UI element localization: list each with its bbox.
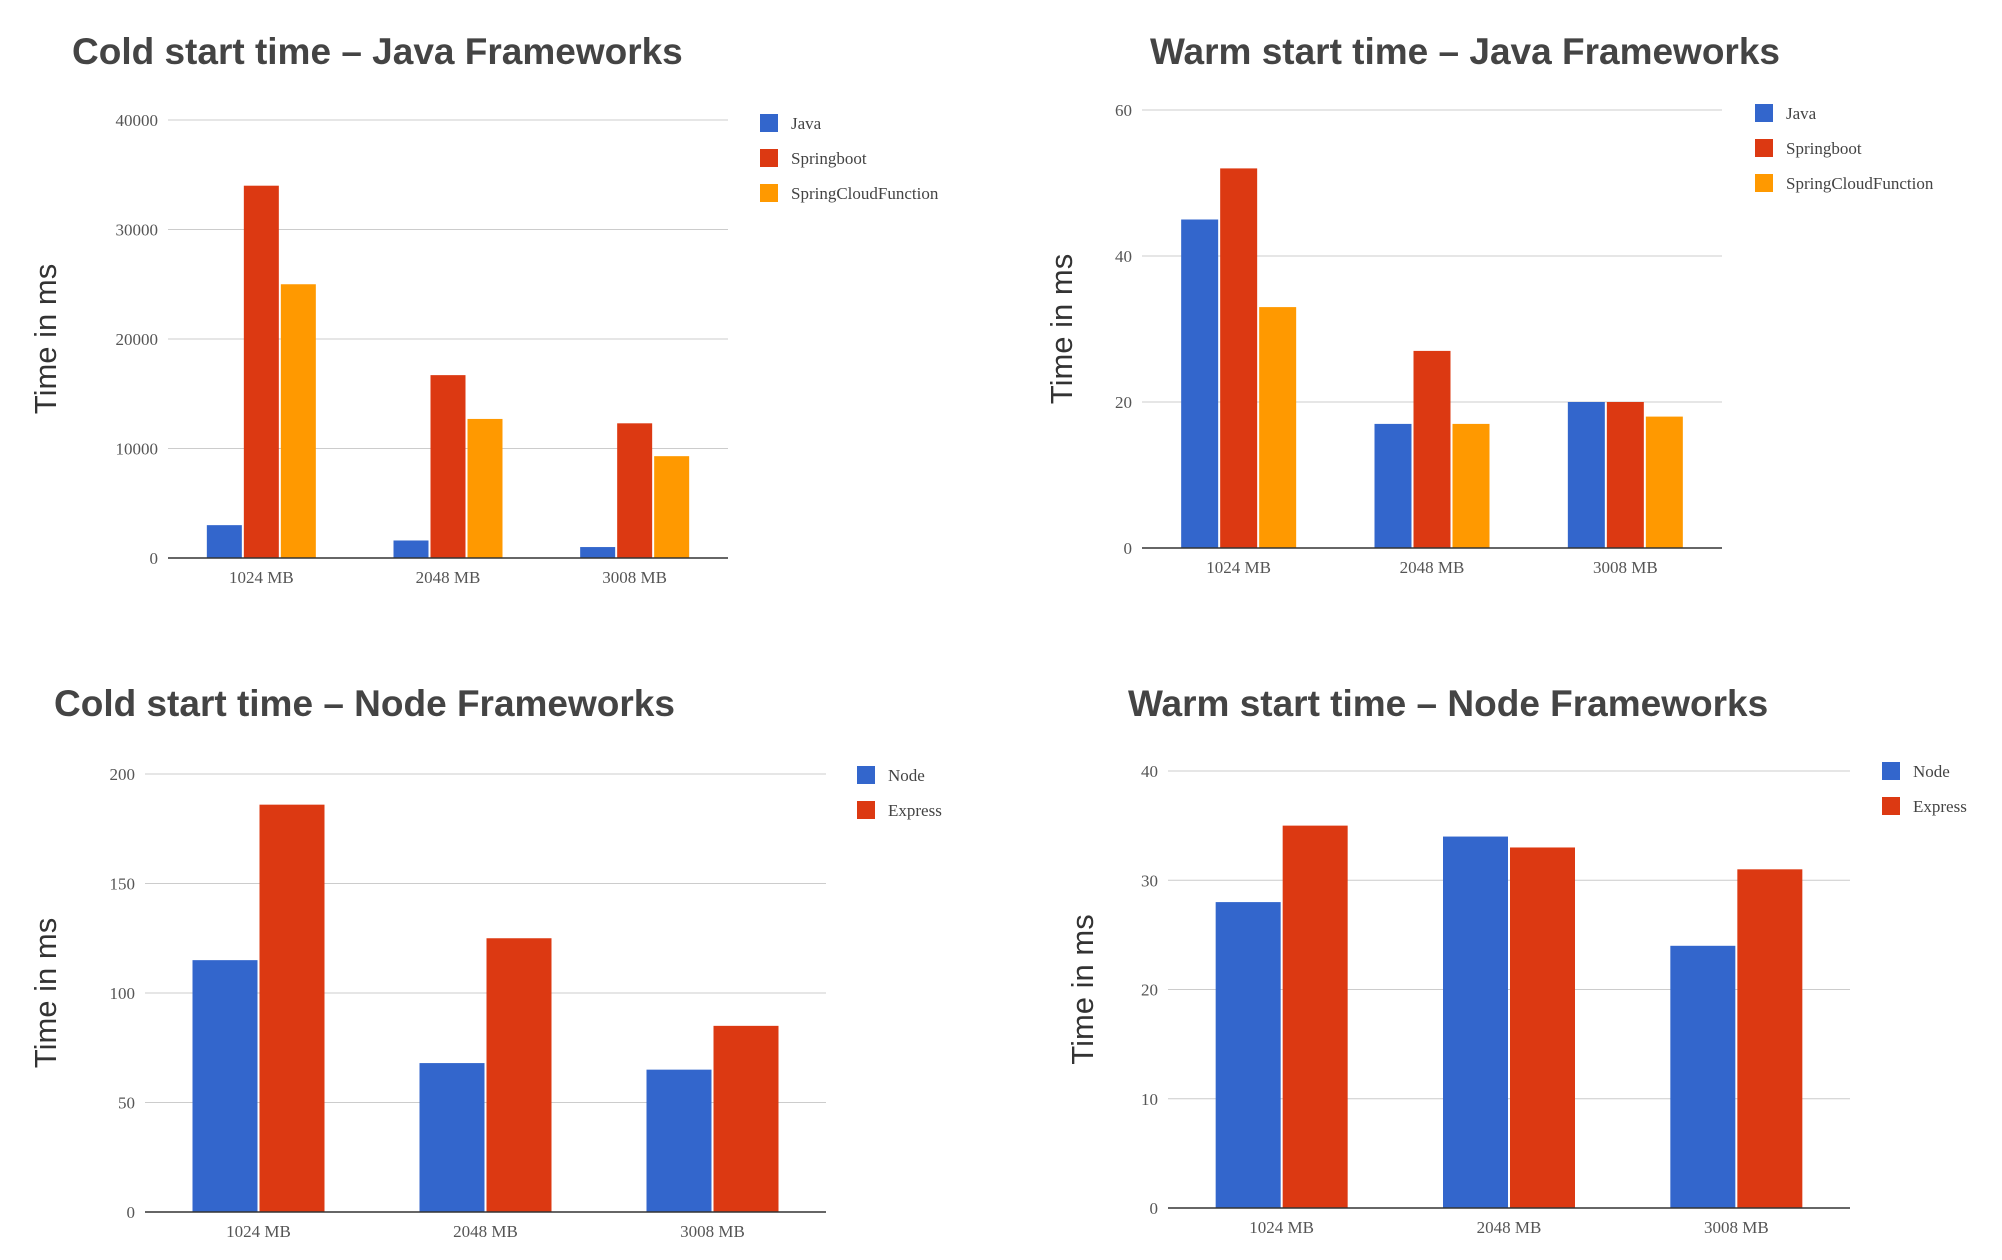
y-tick-label: 30000 <box>116 221 159 240</box>
legend-swatch-springcloudfunction <box>760 184 778 202</box>
bar-springcloudfunction-1024mb[interactable] <box>1259 307 1297 548</box>
y-tick-label: 10 <box>1141 1090 1158 1109</box>
y-tick-label: 0 <box>1124 539 1133 558</box>
bar-express-3008mb[interactable] <box>1737 869 1803 1208</box>
legend-label-express[interactable]: Express <box>888 801 942 820</box>
cold-java-chart: Cold start time – Java Frameworks Time in… <box>28 31 939 587</box>
bar-express-2048mb[interactable] <box>1510 847 1575 1208</box>
x-tick-label: 2048 MB <box>1477 1218 1542 1237</box>
bar-springcloudfunction-2048mb[interactable] <box>467 418 503 558</box>
x-tick-label: 3008 MB <box>680 1222 745 1241</box>
y-tick-label: 20000 <box>116 330 159 349</box>
legend-label-node[interactable]: Node <box>1913 762 1950 781</box>
bar-springcloudfunction-1024mb[interactable] <box>280 284 316 558</box>
y-tick-label: 0 <box>127 1203 136 1222</box>
legend-label-springboot[interactable]: Springboot <box>1786 139 1862 158</box>
legend-swatch-springboot <box>760 149 778 167</box>
legend-swatch-java <box>1755 104 1773 122</box>
y-tick-label: 10000 <box>116 440 159 459</box>
bar-java-3008mb[interactable] <box>1567 402 1605 548</box>
legend-swatch-node <box>1882 762 1900 780</box>
legend-swatch-express <box>1882 797 1900 815</box>
chart-title: Warm start time – Node Frameworks <box>1128 683 1768 724</box>
bar-java-3008mb[interactable] <box>580 547 616 558</box>
y-tick-label: 100 <box>110 984 136 1003</box>
bar-springboot-1024mb[interactable] <box>1220 168 1258 548</box>
bar-node-3008mb[interactable] <box>1670 945 1736 1208</box>
bar-express-2048mb[interactable] <box>486 938 552 1212</box>
x-tick-label: 3008 MB <box>602 568 667 587</box>
legend-swatch-java <box>760 114 778 132</box>
bar-node-1024mb[interactable] <box>1215 902 1281 1208</box>
y-tick-label: 0 <box>1150 1199 1159 1218</box>
legend-label-java[interactable]: Java <box>791 114 822 133</box>
y-tick-label: 20 <box>1115 393 1132 412</box>
chart-title: Warm start time – Java Frameworks <box>1150 31 1780 72</box>
x-tick-label: 2048 MB <box>416 568 481 587</box>
chart-title: Cold start time – Java Frameworks <box>72 31 683 72</box>
x-tick-label: 2048 MB <box>453 1222 518 1241</box>
x-tick-label: 2048 MB <box>1400 558 1465 577</box>
y-tick-label: 30 <box>1141 871 1158 890</box>
legend-label-springboot[interactable]: Springboot <box>791 149 867 168</box>
warm-node-chart: Warm start time – Node Frameworks Time in… <box>1065 683 1967 1237</box>
legend-swatch-springboot <box>1755 139 1773 157</box>
y-axis-label: Time in ms <box>28 264 63 414</box>
x-tick-label: 3008 MB <box>1593 558 1658 577</box>
bar-springcloudfunction-2048mb[interactable] <box>1452 423 1490 548</box>
bar-springboot-1024mb[interactable] <box>243 185 279 558</box>
y-tick-label: 60 <box>1115 101 1132 120</box>
bar-node-2048mb[interactable] <box>419 1063 485 1212</box>
bar-java-2048mb[interactable] <box>1374 423 1412 548</box>
bar-java-2048mb[interactable] <box>393 540 429 558</box>
y-tick-label: 150 <box>110 875 136 894</box>
bar-springboot-2048mb[interactable] <box>1413 350 1451 548</box>
bar-node-1024mb[interactable] <box>192 960 258 1212</box>
bar-springcloudfunction-3008mb[interactable] <box>1645 416 1683 548</box>
bar-java-1024mb[interactable] <box>206 525 242 558</box>
bar-node-2048mb[interactable] <box>1443 836 1508 1208</box>
y-axis-label: Time in ms <box>1044 254 1079 404</box>
bar-express-3008mb[interactable] <box>713 1025 779 1212</box>
bar-springboot-2048mb[interactable] <box>430 375 466 558</box>
legend-label-node[interactable]: Node <box>888 766 925 785</box>
y-axis-label: Time in ms <box>28 918 63 1068</box>
x-tick-label: 1024 MB <box>1249 1218 1314 1237</box>
bar-express-1024mb[interactable] <box>1282 825 1348 1208</box>
chart-title: Cold start time – Node Frameworks <box>54 683 675 724</box>
x-tick-label: 3008 MB <box>1704 1218 1769 1237</box>
bar-express-1024mb[interactable] <box>259 804 325 1212</box>
bar-springcloudfunction-3008mb[interactable] <box>654 456 690 558</box>
cold-node-chart: Cold start time – Node Frameworks Time in… <box>28 683 942 1241</box>
y-tick-label: 20 <box>1141 981 1158 1000</box>
x-tick-label: 1024 MB <box>226 1222 291 1241</box>
bar-java-1024mb[interactable] <box>1181 219 1219 549</box>
legend-label-express[interactable]: Express <box>1913 797 1967 816</box>
warm-java-chart: Warm start time – Java Frameworks Time in… <box>1044 31 1934 577</box>
y-tick-label: 200 <box>110 765 136 784</box>
legend-label-springcloudfunction[interactable]: SpringCloudFunction <box>1786 174 1934 193</box>
y-tick-label: 40 <box>1141 762 1158 781</box>
legend-swatch-node <box>857 766 875 784</box>
legend-label-springcloudfunction[interactable]: SpringCloudFunction <box>791 184 939 203</box>
legend-swatch-springcloudfunction <box>1755 174 1773 192</box>
y-tick-label: 0 <box>150 549 159 568</box>
y-tick-label: 40000 <box>116 111 159 130</box>
bar-springboot-3008mb[interactable] <box>1606 402 1644 548</box>
y-tick-label: 40 <box>1115 247 1132 266</box>
x-tick-label: 1024 MB <box>229 568 294 587</box>
legend-swatch-express <box>857 801 875 819</box>
y-axis-label: Time in ms <box>1065 914 1100 1064</box>
bar-node-3008mb[interactable] <box>646 1069 712 1212</box>
x-tick-label: 1024 MB <box>1206 558 1271 577</box>
y-tick-label: 50 <box>118 1094 135 1113</box>
legend-label-java[interactable]: Java <box>1786 104 1817 123</box>
bar-springboot-3008mb[interactable] <box>617 423 653 558</box>
